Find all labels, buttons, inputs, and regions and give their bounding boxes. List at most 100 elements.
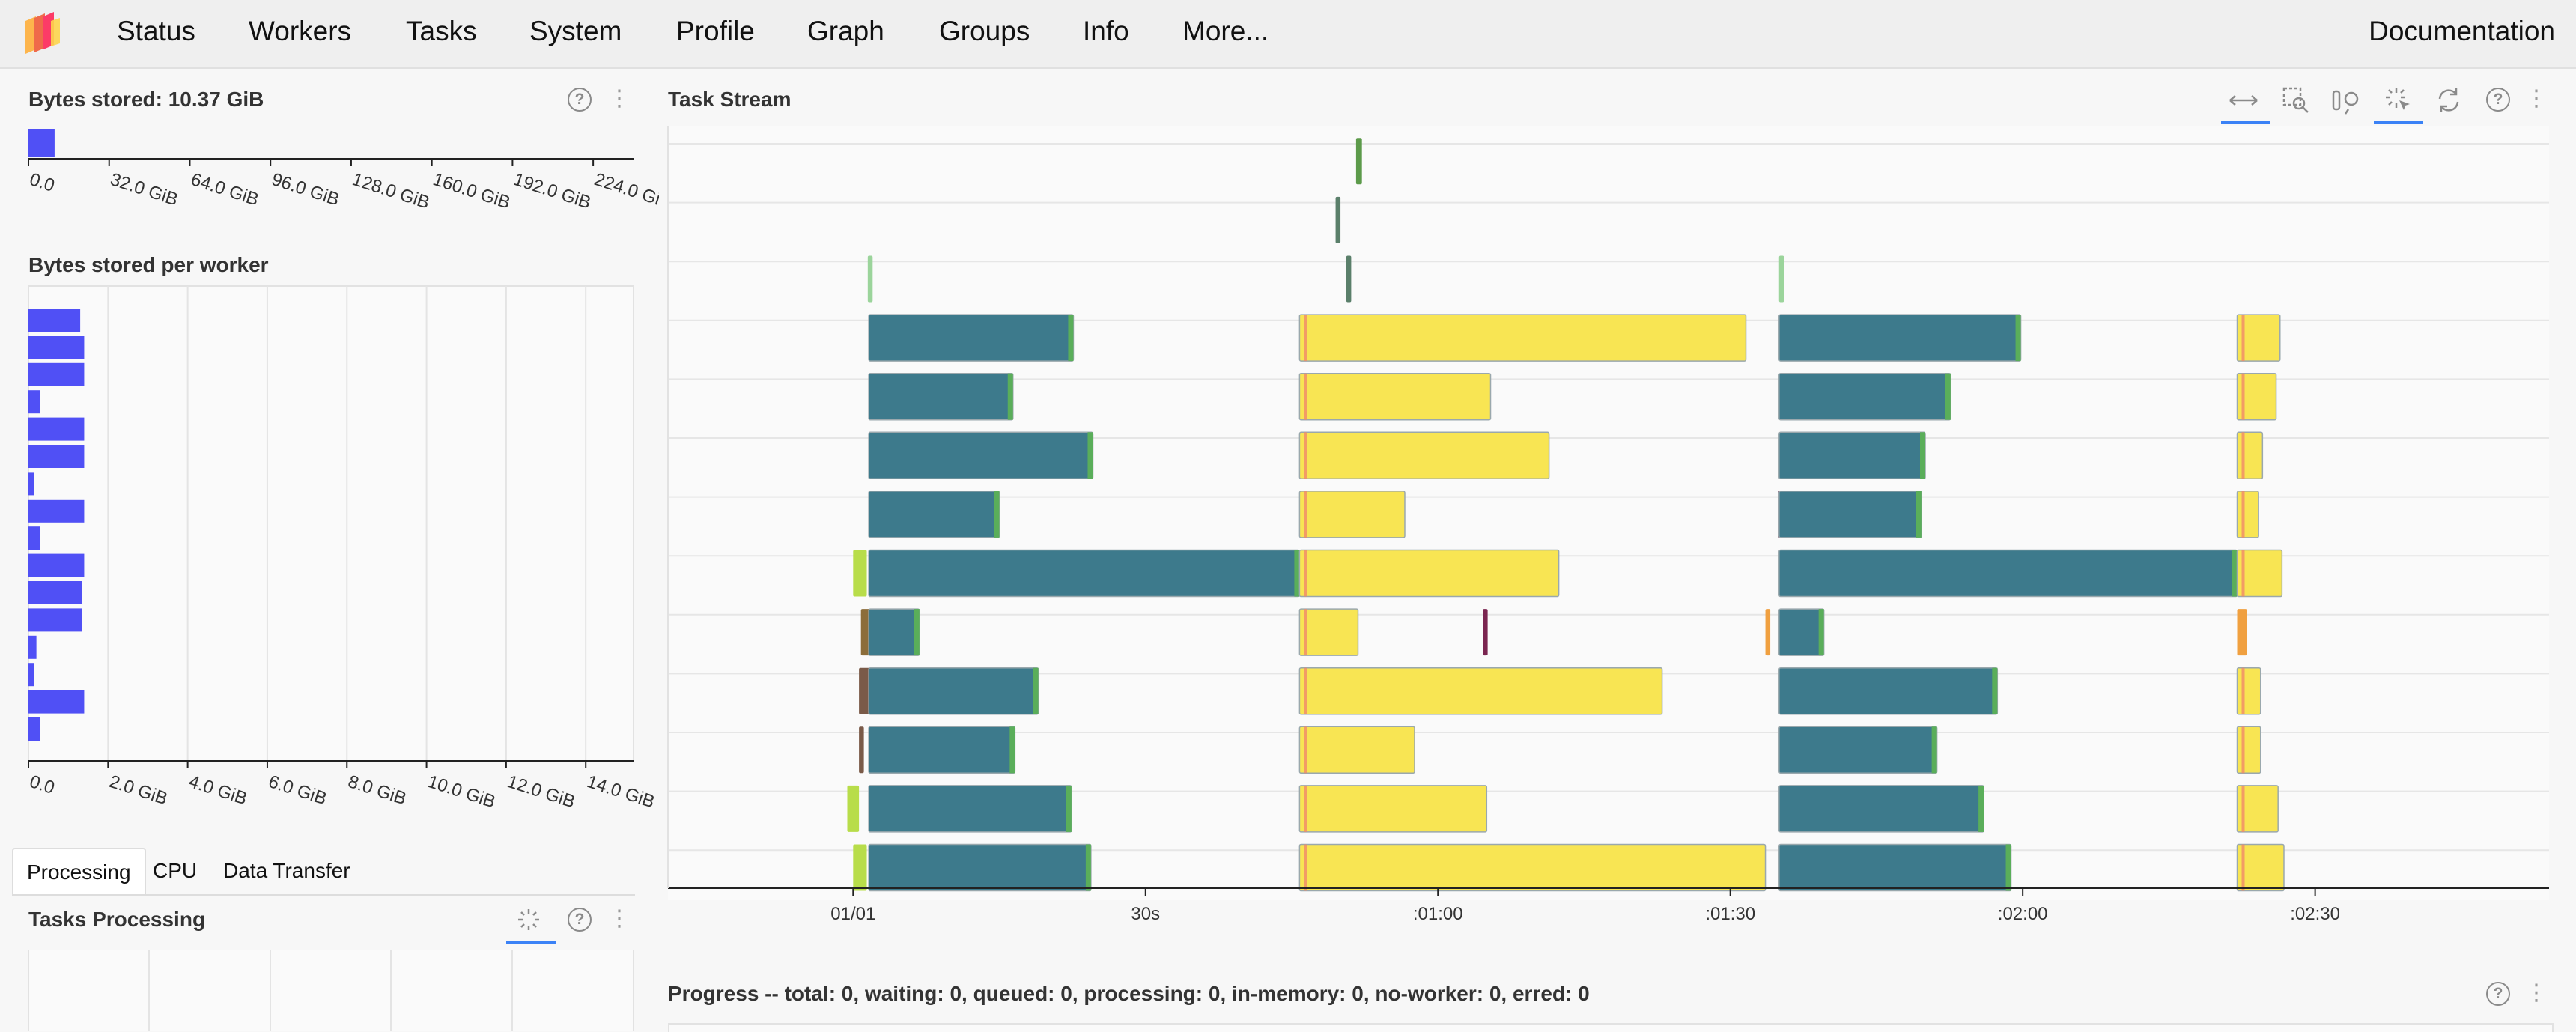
task-bar[interactable] [2236, 667, 2261, 715]
task-bar[interactable] [2236, 491, 2259, 538]
task-bar[interactable] [1778, 667, 1999, 715]
task-bar[interactable] [2236, 549, 2283, 598]
task-bar[interactable] [1483, 609, 1488, 656]
tab-cpu[interactable]: CPU [153, 859, 198, 882]
task-bar[interactable] [868, 785, 1072, 833]
pan-tool-icon[interactable] [2226, 87, 2261, 114]
task-bar[interactable] [1778, 549, 2238, 598]
task-bar[interactable] [1778, 491, 1922, 538]
task-bar[interactable] [1298, 549, 1560, 598]
hover-tool-icon[interactable] [2384, 85, 2414, 115]
grip-icon[interactable]: ⋮ [2525, 980, 2548, 1005]
nav-info[interactable]: Info [1083, 16, 1129, 46]
task-bar-edge [1920, 432, 1926, 479]
tab-processing[interactable]: Processing [12, 848, 146, 896]
task-bar[interactable] [868, 314, 1075, 362]
task-bar[interactable] [1298, 726, 1415, 774]
worker-bar[interactable] [28, 717, 40, 741]
worker-bar[interactable] [28, 417, 85, 441]
worker-bar[interactable] [28, 553, 85, 577]
task-bar[interactable] [853, 550, 867, 597]
task-bar[interactable] [1346, 255, 1352, 303]
task-bar[interactable] [1355, 138, 1362, 185]
worker-bar[interactable] [28, 499, 85, 523]
task-bar[interactable] [859, 726, 864, 774]
worker-bar[interactable] [28, 635, 37, 659]
worker-bar[interactable] [28, 663, 34, 687]
task-bar[interactable] [868, 491, 1000, 538]
nav-tasks[interactable]: Tasks [406, 16, 477, 46]
task-bar[interactable] [2236, 314, 2281, 362]
task-bar[interactable] [853, 844, 867, 891]
nav-graph[interactable]: Graph [807, 16, 884, 46]
task-bar[interactable] [868, 372, 1014, 421]
grip-icon[interactable]: ⋮ [2525, 86, 2548, 111]
task-bar[interactable] [2236, 843, 2285, 892]
task-bar[interactable] [2236, 785, 2279, 833]
task-stream-chart[interactable]: 01/01 30s:01:00:01:30:02:00:02:30 [666, 120, 2554, 944]
worker-bar[interactable] [28, 362, 85, 386]
tab-data-transfer[interactable]: Data Transfer [223, 859, 350, 882]
nav-documentation[interactable]: Documentation [2369, 16, 2555, 46]
hover-tool-icon[interactable] [515, 906, 542, 933]
worker-bar[interactable] [28, 445, 85, 468]
task-bar[interactable] [2236, 431, 2264, 480]
nav-profile[interactable]: Profile [676, 16, 755, 46]
dask-logo-icon[interactable] [21, 10, 67, 57]
task-bar[interactable] [1778, 785, 1984, 833]
grip-icon[interactable]: ⋮ [608, 86, 631, 111]
nav-status[interactable]: Status [117, 16, 195, 46]
help-icon[interactable]: ? [2486, 88, 2510, 112]
task-bar[interactable] [868, 667, 1039, 715]
worker-bar[interactable] [28, 608, 82, 632]
nav-system[interactable]: System [529, 16, 622, 46]
task-bar[interactable] [867, 255, 873, 303]
worker-bar[interactable] [28, 309, 81, 332]
task-bar[interactable] [868, 726, 1016, 774]
wheel-zoom-icon[interactable] [2330, 85, 2362, 115]
task-bar[interactable] [2237, 609, 2247, 656]
worker-bar[interactable] [28, 390, 40, 414]
help-icon[interactable]: ? [2486, 982, 2510, 1006]
task-bar[interactable] [1778, 608, 1825, 656]
nav-groups[interactable]: Groups [939, 16, 1030, 46]
task-bar[interactable] [1298, 491, 1406, 538]
task-bar-marker [1304, 844, 1307, 891]
task-bar[interactable] [859, 667, 871, 714]
nav-more[interactable]: More... [1182, 16, 1269, 46]
reset-icon[interactable] [2434, 85, 2464, 115]
nav-workers[interactable]: Workers [249, 16, 352, 46]
task-bar[interactable] [1298, 785, 1488, 833]
worker-bar[interactable] [28, 472, 34, 496]
task-bar[interactable] [1765, 609, 1771, 656]
task-bar[interactable] [2236, 372, 2277, 421]
box-zoom-icon[interactable] [2281, 85, 2311, 115]
task-bar[interactable] [1778, 314, 2022, 362]
task-bar[interactable] [1298, 608, 1359, 656]
task-bar[interactable] [868, 549, 1301, 598]
task-bar[interactable] [2236, 726, 2261, 774]
task-bar[interactable] [1778, 255, 1784, 303]
task-bar[interactable] [868, 843, 1092, 892]
help-icon[interactable]: ? [568, 88, 592, 112]
task-bar[interactable] [1298, 314, 1747, 362]
task-bar[interactable] [1778, 431, 1926, 480]
task-stream-tick-label: :02:00 [1998, 904, 2048, 924]
worker-bar[interactable] [28, 581, 82, 604]
task-bar[interactable] [1335, 196, 1341, 243]
task-bar[interactable] [1778, 372, 1951, 421]
task-bar[interactable] [868, 608, 920, 656]
worker-bar[interactable] [28, 526, 40, 550]
help-icon[interactable]: ? [568, 908, 592, 932]
grip-icon[interactable]: ⋮ [608, 906, 631, 931]
task-bar[interactable] [868, 431, 1094, 480]
task-bar[interactable] [847, 785, 860, 832]
worker-bar[interactable] [28, 336, 85, 359]
worker-bar[interactable] [28, 690, 85, 714]
task-bar[interactable] [1778, 726, 1938, 774]
task-bar[interactable] [1298, 843, 1767, 892]
task-bar[interactable] [1778, 843, 2012, 892]
task-bar[interactable] [1298, 372, 1492, 421]
task-bar[interactable] [1298, 667, 1663, 715]
task-bar[interactable] [1298, 431, 1550, 480]
